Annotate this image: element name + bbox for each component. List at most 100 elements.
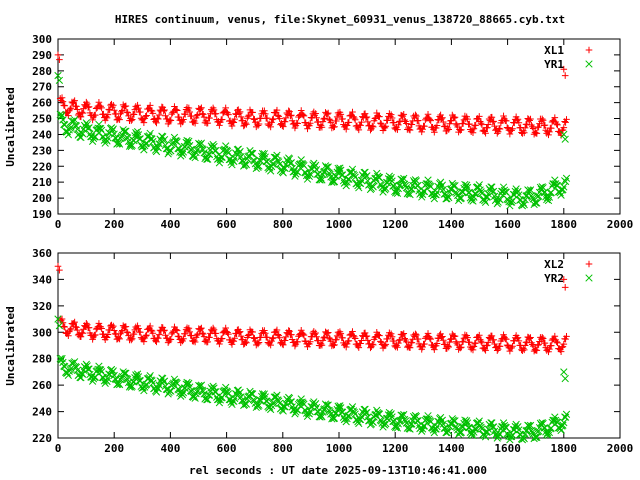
data-point bbox=[56, 266, 63, 274]
data-point bbox=[472, 339, 479, 347]
data-point bbox=[242, 161, 251, 169]
data-point bbox=[210, 142, 218, 151]
legend-label-XL2: XL2 bbox=[544, 258, 564, 271]
data-point bbox=[123, 328, 131, 336]
data-point bbox=[553, 120, 560, 128]
data-point bbox=[191, 394, 199, 402]
data-point bbox=[559, 421, 567, 429]
data-point bbox=[168, 110, 176, 118]
legend-marker-XL1 bbox=[585, 46, 593, 54]
data-point bbox=[146, 322, 154, 330]
data-point bbox=[440, 118, 447, 126]
data-point bbox=[489, 118, 497, 126]
data-point bbox=[535, 341, 542, 348]
data-point bbox=[547, 342, 555, 349]
data-point bbox=[484, 342, 491, 349]
data-point bbox=[408, 339, 416, 346]
plot-frame bbox=[57, 38, 621, 215]
data-point bbox=[282, 114, 290, 122]
data-point bbox=[502, 188, 510, 196]
data-point bbox=[66, 326, 74, 334]
data-point bbox=[476, 186, 484, 194]
legend-label-XL1: XL1 bbox=[544, 44, 564, 57]
data-point bbox=[285, 107, 292, 115]
data-point bbox=[484, 124, 491, 131]
data-point bbox=[350, 333, 358, 341]
data-point bbox=[412, 330, 419, 338]
data-point bbox=[414, 117, 422, 124]
x-tick-label: 1600 bbox=[494, 218, 521, 231]
data-point bbox=[547, 188, 555, 197]
data-point bbox=[457, 343, 465, 351]
data-point bbox=[462, 183, 470, 191]
data-point bbox=[482, 347, 489, 354]
data-point bbox=[84, 365, 92, 373]
x-tick-label: 600 bbox=[217, 218, 237, 231]
data-point bbox=[331, 123, 338, 131]
data-point bbox=[545, 193, 554, 201]
data-point bbox=[291, 410, 299, 418]
data-point bbox=[533, 199, 541, 207]
data-point bbox=[160, 327, 167, 335]
data-point bbox=[231, 334, 238, 342]
data-point bbox=[508, 127, 515, 134]
y-tick-label: 230 bbox=[32, 144, 52, 157]
data-point bbox=[312, 329, 319, 337]
data-point bbox=[362, 114, 370, 122]
data-point bbox=[261, 327, 268, 334]
data-point bbox=[259, 392, 268, 400]
data-point bbox=[235, 109, 243, 117]
data-point bbox=[110, 106, 118, 114]
data-point bbox=[243, 339, 250, 347]
data-point bbox=[325, 115, 333, 123]
data-point bbox=[143, 112, 150, 119]
data-point bbox=[59, 98, 67, 105]
data-point bbox=[464, 115, 471, 123]
data-point bbox=[433, 122, 441, 129]
data-point bbox=[148, 135, 156, 143]
data-point bbox=[362, 333, 370, 340]
data-point bbox=[146, 372, 154, 380]
data-point bbox=[149, 137, 157, 146]
data-point bbox=[259, 152, 268, 160]
data-point bbox=[82, 119, 90, 127]
data-point bbox=[321, 333, 328, 341]
data-point bbox=[251, 116, 258, 123]
data-point bbox=[243, 120, 250, 128]
data-point bbox=[209, 140, 217, 149]
top-panel: Uncalibrated 0 200 400 600 800 1000 1200 1400 16… bbox=[4, 33, 633, 231]
data-point bbox=[468, 429, 476, 437]
data-point bbox=[481, 196, 489, 205]
data-point bbox=[342, 125, 350, 133]
data-point bbox=[223, 147, 232, 155]
data-point bbox=[65, 112, 72, 119]
data-point bbox=[495, 125, 503, 132]
data-point bbox=[545, 131, 552, 139]
data-point bbox=[186, 141, 194, 150]
data-point bbox=[216, 340, 223, 348]
data-point bbox=[188, 112, 195, 120]
data-point bbox=[438, 181, 447, 189]
data-point bbox=[270, 334, 277, 342]
data-point bbox=[317, 174, 325, 182]
data-point bbox=[222, 324, 230, 332]
data-point bbox=[466, 120, 473, 128]
data-point bbox=[337, 111, 345, 118]
data-point bbox=[541, 121, 549, 129]
data-point bbox=[427, 182, 435, 191]
x-tick-label: 1400 bbox=[438, 442, 465, 455]
data-point bbox=[475, 113, 483, 120]
data-point bbox=[142, 332, 149, 340]
data-point bbox=[422, 180, 430, 188]
data-point bbox=[115, 138, 123, 147]
data-point bbox=[326, 408, 334, 416]
data-point bbox=[215, 399, 224, 407]
data-point bbox=[490, 423, 498, 431]
data-point bbox=[562, 410, 571, 418]
y-tick-label: 190 bbox=[32, 208, 52, 221]
legend-label-YR2: YR2 bbox=[544, 272, 564, 285]
data-point bbox=[407, 185, 415, 193]
data-point bbox=[210, 106, 218, 114]
data-point bbox=[430, 195, 438, 203]
data-point bbox=[561, 374, 569, 383]
